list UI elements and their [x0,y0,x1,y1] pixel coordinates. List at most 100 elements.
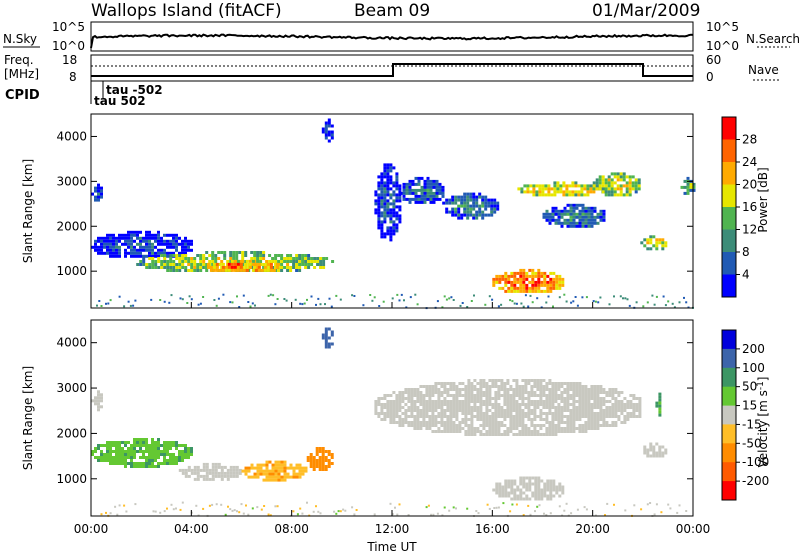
scatter-cell [478,210,482,214]
scatter-cell [546,479,550,483]
scatter-cell [127,239,130,243]
near-range-cell [572,300,575,303]
near-range-cell [425,506,428,509]
scatter-cell [172,236,175,240]
scatter-cell [521,430,525,433]
scatter-cell [614,415,618,418]
scatter-cell [133,233,136,237]
scatter-cell [109,248,112,252]
scatter-cell [374,199,378,203]
freq-tick-top: 18 [62,53,77,67]
scatter-cell [596,418,600,421]
scatter-cell [389,196,393,200]
scatter-cell [187,456,190,459]
scatter-cell [530,379,534,382]
near-range-cell [301,303,304,306]
scatter-cell [470,388,474,391]
scatter-cell [175,236,178,240]
scatter-cell [599,403,603,406]
scatter-cell [277,475,281,479]
scatter-cell [614,400,618,403]
scatter-cell [109,450,112,453]
scatter-cell [115,251,118,255]
scatter-cell [395,229,399,233]
scatter-cell [115,444,118,447]
scatter-cell [554,394,558,397]
near-range-cell [538,504,541,507]
scatter-cell [106,456,109,459]
scatter-cell [327,121,331,125]
scatter-cell [262,478,266,482]
scatter-cell [543,277,547,281]
scatter-cell [521,403,525,406]
scatter-cell [441,194,445,198]
scatter-cell [133,450,136,453]
near-range-cell [522,514,525,517]
scatter-cell [496,207,500,211]
scatter-cell [277,472,281,476]
scatter-cell [481,210,485,214]
scatter-cell [420,188,424,192]
scatter-cell [548,379,552,382]
scatter-cell [522,268,526,272]
scatter-cell [398,196,402,200]
scatter-cell [578,397,582,400]
scatter-cell [501,491,505,495]
near-range-cell [522,305,525,308]
scatter-cell [253,475,257,479]
scatter-cell [479,382,483,385]
scatter-cell [163,453,166,456]
scatter-cell [513,280,517,284]
scatter-cell [178,444,181,447]
scatter-cell [386,190,390,194]
scatter-cell [598,175,602,179]
scatter-cell [133,438,136,441]
scatter-cell [392,220,396,224]
scatter-cell [386,415,390,418]
scatter-cell [395,181,399,185]
scatter-cell [175,245,178,249]
time-axis-label: Time UT [366,540,417,554]
scatter-cell [596,415,600,418]
scatter-cell [316,263,320,266]
scatter-cell [202,465,206,469]
scatter-cell [214,474,218,478]
scatter-cell [377,205,381,209]
scatter-cell [175,248,178,252]
scatter-cell [212,262,216,266]
scatter-cell [304,266,308,269]
scatter-cell [124,233,127,237]
scatter-cell [469,210,473,214]
scatter-cell [304,469,308,473]
scatter-cell [374,208,378,212]
scatter-cell [292,263,296,266]
scatter-cell [413,415,417,418]
scatter-cell [295,466,299,470]
scatter-cell [443,427,447,430]
scatter-cell [575,394,579,397]
scatter-cell [572,218,576,222]
near-range-cell [452,299,455,301]
scatter-cell [658,451,662,455]
x-tick-label: 08:00 [274,522,309,536]
scatter-cell [449,415,453,418]
near-range-cell [211,503,214,506]
scatter-cell [178,257,182,260]
scatter-cell [498,491,502,495]
scatter-cell [392,184,396,188]
scatter-cell [509,418,513,421]
scatter-cell [136,242,139,246]
scatter-cell [178,260,182,263]
scatter-cell [531,271,535,275]
scatter-cell [482,394,486,397]
scatter-cell [519,289,523,293]
scatter-cell [121,462,124,465]
scatter-cell [503,424,507,427]
scatter-cell [569,209,573,213]
scatter-cell [593,400,597,403]
scatter-cell [516,289,520,293]
scatter-cell [583,184,587,188]
scatter-cell [414,191,418,195]
scatter-cell [160,248,163,252]
scatter-cell [587,427,591,430]
